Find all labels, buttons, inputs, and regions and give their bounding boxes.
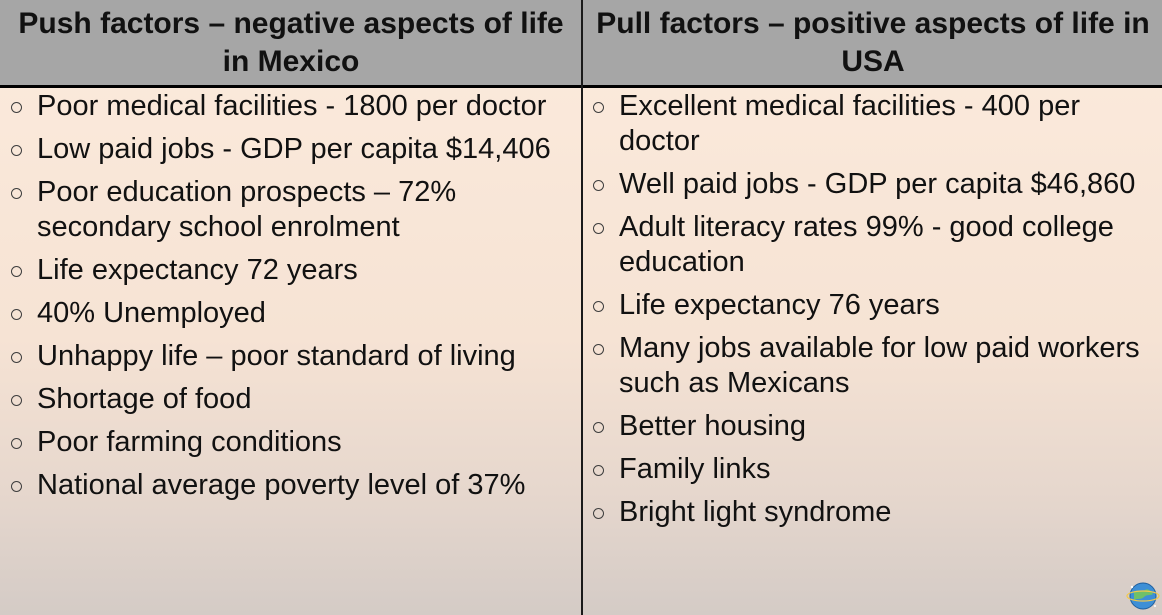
bullet-icon <box>593 223 604 234</box>
push-factor-item: Shortage of food <box>8 382 578 417</box>
bullet-icon <box>11 352 22 363</box>
bullet-icon <box>11 395 22 406</box>
push-factor-text: Life expectancy 72 years <box>37 254 358 286</box>
push-factors-list: Poor medical facilities - 1800 per docto… <box>8 89 578 511</box>
pull-factor-item: Bright light syndrome <box>590 495 1156 530</box>
push-factor-text: 40% Unemployed <box>37 297 266 329</box>
bullet-icon <box>11 266 22 277</box>
bullet-icon <box>593 180 604 191</box>
column-divider <box>581 0 583 615</box>
pull-factor-item: Life expectancy 76 years <box>590 288 1156 323</box>
pull-factors-heading: Pull factors – positive aspects of life … <box>596 7 1150 78</box>
pull-factor-text: Life expectancy 76 years <box>619 289 940 321</box>
bullet-icon <box>11 309 22 320</box>
bullet-icon <box>11 188 22 199</box>
push-factor-item: 40% Unemployed <box>8 296 578 331</box>
pull-factor-text: Many jobs available for low paid workers… <box>619 332 1140 399</box>
pull-factors-list: Excellent medical facilities - 400 per d… <box>590 89 1156 538</box>
push-factor-text: Shortage of food <box>37 383 252 415</box>
push-factor-item: Poor education prospects – 72% secondary… <box>8 175 578 245</box>
push-factor-item: Poor farming conditions <box>8 425 578 460</box>
pull-factor-text: Bright light syndrome <box>619 496 892 528</box>
pull-factor-text: Adult literacy rates 99% - good college … <box>619 211 1114 278</box>
bullet-icon <box>593 102 604 113</box>
pull-factor-item: Excellent medical facilities - 400 per d… <box>590 89 1156 159</box>
pull-factor-text: Well paid jobs - GDP per capita $46,860 <box>619 168 1136 200</box>
push-factors-heading: Push factors – negative aspects of life … <box>18 7 564 78</box>
pull-factor-item: Adult literacy rates 99% - good college … <box>590 210 1156 280</box>
push-factor-text: Poor medical facilities - 1800 per docto… <box>37 90 547 122</box>
globe-logo-icon <box>1126 582 1160 610</box>
push-factor-item: Poor medical facilities - 1800 per docto… <box>8 89 578 124</box>
bullet-icon <box>11 481 22 492</box>
bullet-icon <box>593 508 604 519</box>
push-factor-item: National average poverty level of 37% <box>8 468 578 503</box>
pull-factor-item: Well paid jobs - GDP per capita $46,860 <box>590 167 1156 202</box>
bullet-icon <box>593 422 604 433</box>
pull-factor-item: Better housing <box>590 409 1156 444</box>
bullet-icon <box>593 465 604 476</box>
push-factor-text: Poor farming conditions <box>37 426 342 458</box>
pull-factor-item: Family links <box>590 452 1156 487</box>
bullet-icon <box>11 145 22 156</box>
push-factor-text: Low paid jobs - GDP per capita $14,406 <box>37 133 551 165</box>
pull-factor-text: Family links <box>619 453 771 485</box>
bullet-icon <box>11 438 22 449</box>
push-factor-text: Poor education prospects – 72% secondary… <box>37 176 457 243</box>
pull-factor-item: Many jobs available for low paid workers… <box>590 331 1156 401</box>
push-factor-text: National average poverty level of 37% <box>37 469 526 501</box>
pull-factor-text: Excellent medical facilities - 400 per d… <box>619 90 1080 157</box>
push-factor-item: Low paid jobs - GDP per capita $14,406 <box>8 132 578 167</box>
push-factor-item: Life expectancy 72 years <box>8 253 578 288</box>
push-factor-text: Unhappy life – poor standard of living <box>37 340 516 372</box>
bullet-icon <box>593 344 604 355</box>
bullet-icon <box>11 102 22 113</box>
pull-factor-text: Better housing <box>619 410 807 442</box>
bullet-icon <box>593 301 604 312</box>
push-factor-item: Unhappy life – poor standard of living <box>8 339 578 374</box>
